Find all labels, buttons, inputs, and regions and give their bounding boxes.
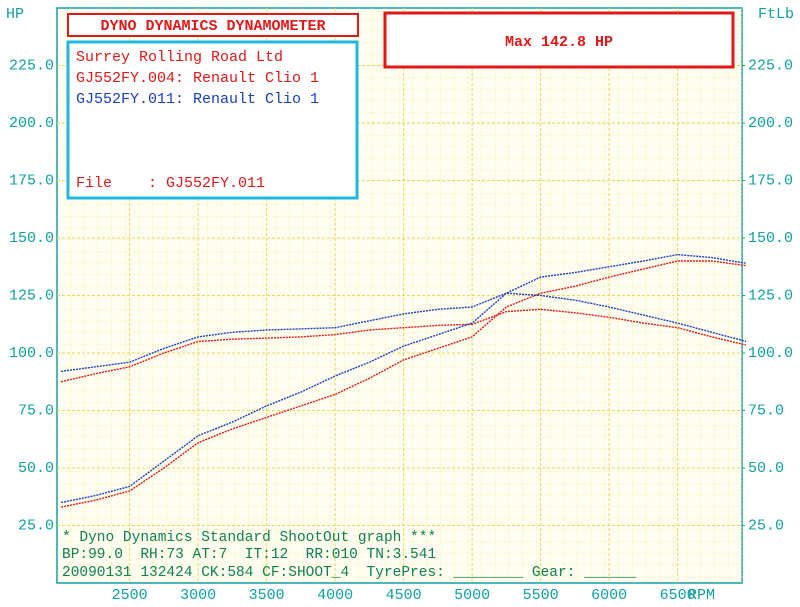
x-tick-label: 3500 — [249, 587, 285, 604]
y2-tick-label: 150.0 — [748, 230, 793, 247]
y2-tick-label: 100.0 — [748, 345, 793, 362]
footer-line: 20090131 132424 CK:584 CF:SHOOT_4 TyrePr… — [62, 565, 637, 581]
x-axis-label: RPM — [688, 587, 715, 604]
y-tick-label: 100.0 — [9, 345, 54, 362]
chart-title: DYNO DYNAMICS DYNAMOMETER — [100, 18, 325, 35]
y2-tick-label: 75.0 — [748, 402, 784, 419]
x-tick-label: 4000 — [317, 587, 353, 604]
y2-axis-label: FtLb — [758, 6, 794, 23]
footer-line: * Dyno Dynamics Standard ShootOut graph … — [62, 530, 436, 546]
y2-tick-label: 225.0 — [748, 57, 793, 74]
y-axis-label: HP — [6, 6, 24, 23]
max-label: Max 142.8 HP — [505, 34, 613, 51]
y-tick-label: 175.0 — [9, 172, 54, 189]
y2-tick-label: 175.0 — [748, 172, 793, 189]
x-tick-label: 3000 — [180, 587, 216, 604]
x-tick-label: 6500 — [660, 587, 696, 604]
y-tick-label: 225.0 — [9, 57, 54, 74]
y2-tick-label: 200.0 — [748, 115, 793, 132]
x-tick-label: 5500 — [523, 587, 559, 604]
footer-line: BP:99.0 RH:73 AT:7 IT:12 RR:010 TN:3.541 — [62, 547, 436, 563]
y2-tick-label: 125.0 — [748, 287, 793, 304]
x-tick-label: 4500 — [386, 587, 422, 604]
y-tick-label: 25.0 — [18, 517, 54, 534]
legend-entry: GJ552FY.011: Renault Clio 1 — [76, 91, 319, 108]
legend-entry: GJ552FY.004: Renault Clio 1 — [76, 70, 319, 87]
lines — [60, 253, 747, 508]
y-tick-label: 75.0 — [18, 402, 54, 419]
y-tick-label: 50.0 — [18, 460, 54, 477]
torque-line — [60, 308, 747, 383]
file-label: File : GJ552FY.011 — [76, 175, 265, 192]
max-box — [383, 11, 735, 69]
y2-tick-label: 50.0 — [748, 460, 784, 477]
y2-tick-label: 25.0 — [748, 517, 784, 534]
y-tick-label: 200.0 — [9, 115, 54, 132]
x-tick-label: 5000 — [454, 587, 490, 604]
company: Surrey Rolling Road Ltd — [76, 49, 283, 66]
torque-line — [61, 292, 747, 373]
info-box — [66, 40, 359, 200]
y-tick-label: 150.0 — [9, 230, 54, 247]
power-line — [60, 253, 747, 504]
x-tick-label: 2500 — [112, 587, 148, 604]
y-tick-label: 125.0 — [9, 287, 54, 304]
x-tick-label: 6000 — [591, 587, 627, 604]
power-line — [60, 260, 747, 508]
title-box — [67, 13, 359, 37]
